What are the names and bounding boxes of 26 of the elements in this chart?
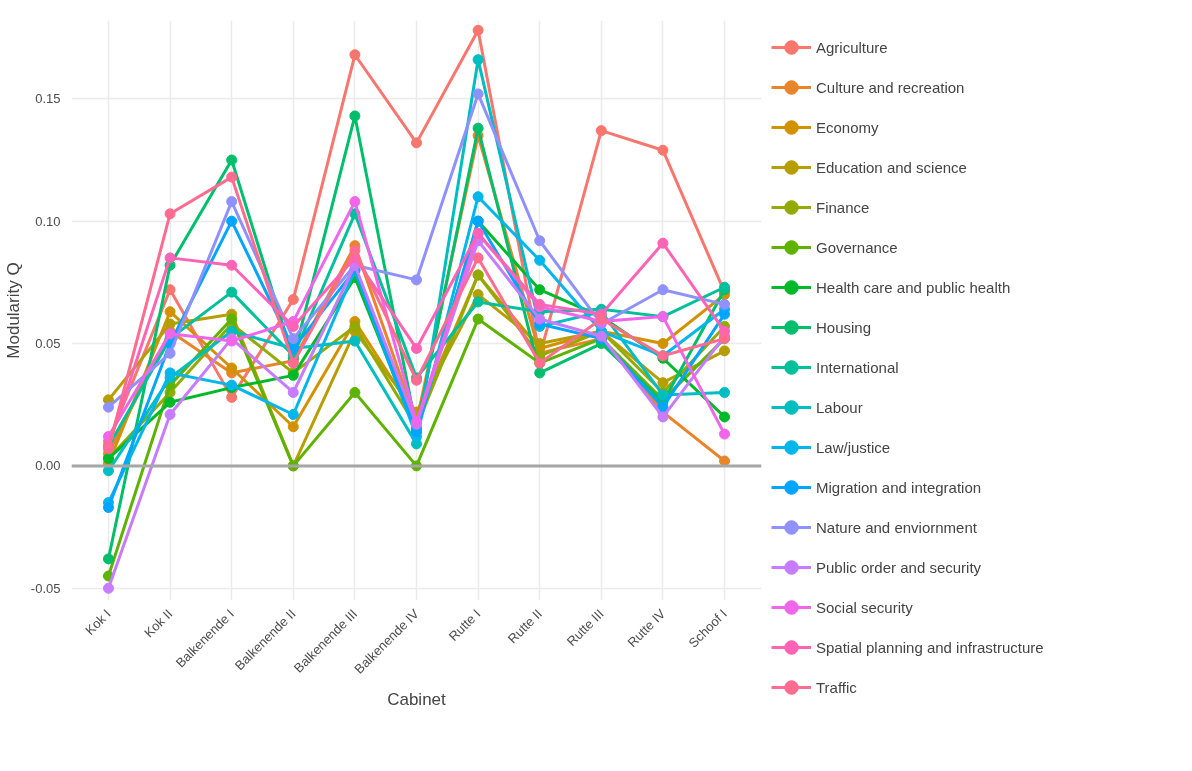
y-axis-title: Modularity Q [3,262,23,359]
x-tick-label: Kok I [82,606,114,638]
legend-label: Spatial planning and infrastructure [816,637,1044,658]
legend-label: Education and science [816,157,967,178]
legend-label: Governance [816,237,898,258]
y-tick-label: 0.10 [35,213,61,229]
x-axis-title: Cabinet [387,689,447,709]
y-tick-label: 0.15 [35,91,61,107]
x-tick-label: Kok II [141,606,176,641]
legend-label: Labour [816,397,863,418]
y-tick-label: 0.00 [35,458,61,474]
legend-label: Housing [816,317,872,338]
legend-label: Agriculture [816,37,888,58]
y-tick-label: 0.05 [35,336,61,352]
legend-label: Law/justice [816,437,891,458]
legend-label: Social security [816,597,913,618]
legend-label: Public order and security [816,557,982,578]
legend-label: Nature and enviornment [816,517,977,538]
legend-label: Finance [816,197,870,218]
legend-label: Migration and integration [816,477,982,498]
legend-label: Economy [816,117,879,138]
legend-label: International [816,357,899,378]
y-tick-label: -0.05 [30,580,61,596]
legend-label: Health care and public health [816,277,1011,298]
legend-label: Traffic [816,677,857,698]
legend-label: Culture and recreation [816,77,965,98]
